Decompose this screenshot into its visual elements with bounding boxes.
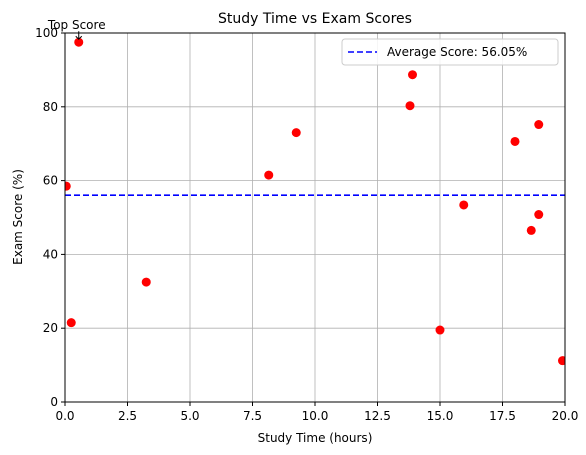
data-point: [405, 101, 415, 111]
x-axis-label: Study Time (hours): [258, 431, 373, 445]
data-point: [534, 120, 544, 130]
data-point: [408, 70, 417, 80]
chart-title: Study Time vs Exam Scores: [218, 11, 412, 27]
data-point: [435, 325, 445, 335]
y-axis-label: Exam Score (%): [11, 169, 25, 265]
data-point: [526, 225, 536, 235]
y-tick-label: 60: [43, 174, 58, 188]
data-point: [558, 356, 565, 366]
data-point: [141, 277, 151, 287]
data-point: [264, 170, 274, 180]
y-tick-label: 20: [43, 321, 58, 335]
x-tick-label: 5.0: [180, 409, 199, 423]
x-tick-label: 7.5: [243, 409, 262, 423]
data-point: [534, 210, 544, 220]
x-tick-label: 12.5: [364, 409, 391, 423]
x-tick-label: 15.0: [427, 409, 454, 423]
x-axis-ticks: 0.0 2.5 5.0 7.5 10.0 12.5 15.0 17.5 20.0: [55, 402, 578, 423]
data-point: [459, 200, 469, 210]
data-point: [66, 318, 76, 328]
y-axis-ticks: 0 20 40 60 80 100: [35, 26, 65, 409]
grid-lines: [64, 32, 566, 403]
y-tick-label: 80: [43, 100, 58, 114]
x-tick-label: 20.0: [552, 409, 579, 423]
data-point: [65, 181, 71, 191]
x-tick-label: 2.5: [118, 409, 137, 423]
x-tick-label: 0.0: [55, 409, 74, 423]
x-tick-label: 17.5: [489, 409, 516, 423]
x-tick-label: 10.0: [302, 409, 329, 423]
data-point: [291, 128, 301, 138]
legend: Average Score: 56.05%: [341, 38, 559, 66]
legend-box: [341, 38, 559, 66]
annotation-arrow: [75, 31, 83, 40]
legend-average-label: Average Score: 56.05%: [387, 45, 527, 59]
data-point: [510, 136, 520, 146]
annotation-text: Top Score: [47, 18, 106, 32]
y-tick-label: 40: [43, 247, 58, 261]
top-score-annotation: Top Score: [47, 18, 106, 40]
data-points: [65, 37, 565, 366]
y-tick-label: 100: [35, 26, 58, 40]
data-point: [74, 37, 84, 47]
y-tick-label: 0: [50, 395, 58, 409]
